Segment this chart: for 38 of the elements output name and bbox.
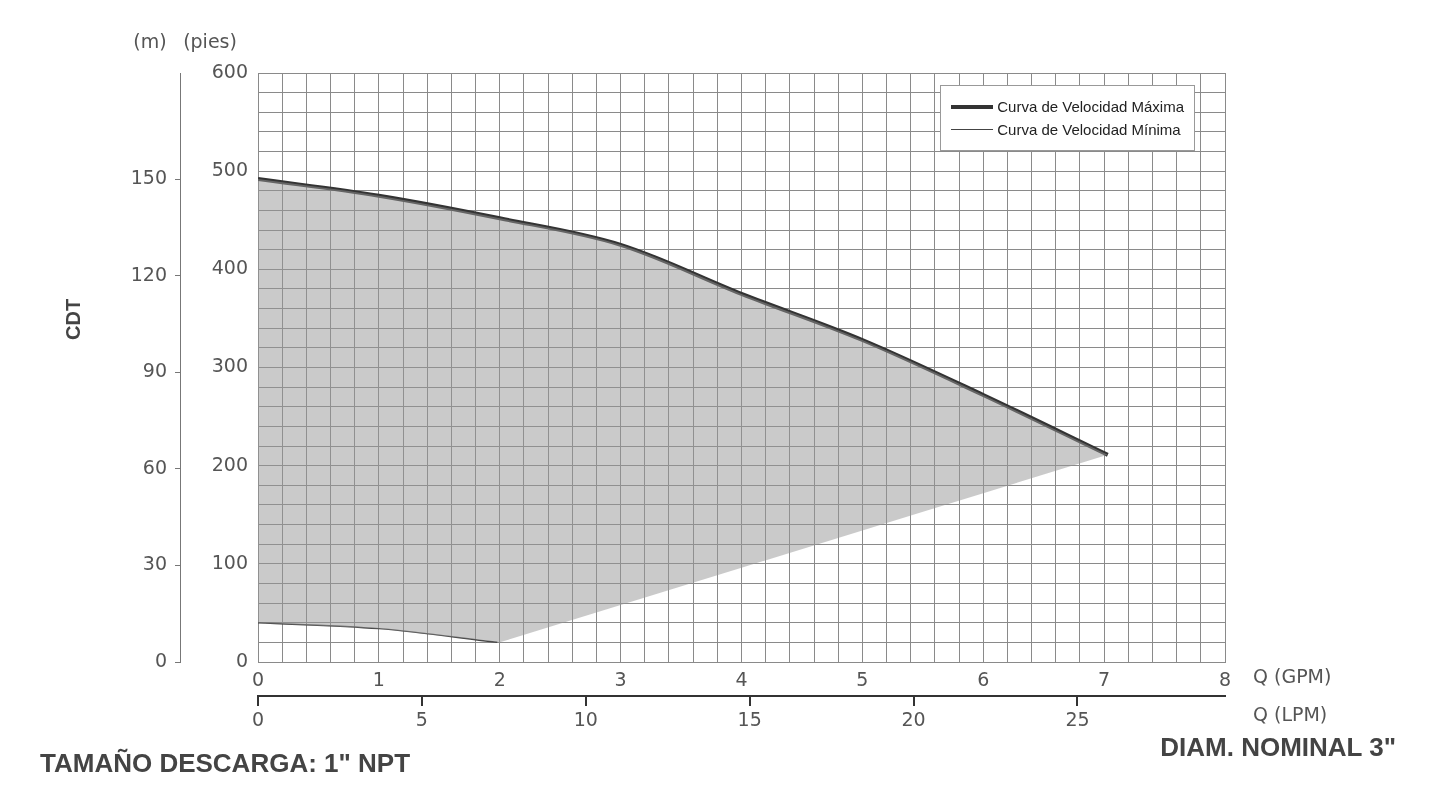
- y-tick-label: 0: [235, 648, 248, 671]
- y2-axis-title: (m): [133, 29, 167, 52]
- x-tick-label: 6: [977, 668, 990, 691]
- y2-tick-label: 30: [142, 552, 167, 575]
- legend-label: Curva de Velocidad Máxima: [997, 98, 1184, 115]
- y-tick-label: 600: [211, 59, 248, 82]
- text: DIAM. NOMINAL 3": [1160, 732, 1396, 763]
- y2-tick-label: 0: [154, 648, 167, 671]
- y2-tick-label: 150: [130, 166, 167, 189]
- legend-label: Curva de Velocidad Mínima: [997, 121, 1181, 138]
- x-tick-label: 3: [614, 668, 627, 691]
- x-tick-label: 5: [856, 668, 869, 691]
- y2-tick-label: 120: [130, 262, 167, 285]
- x-tick-label: 0: [251, 668, 265, 691]
- x2-tick-label: 15: [737, 708, 762, 731]
- x2-tick-label: 5: [415, 708, 428, 731]
- y-axis-title: (pies): [183, 29, 237, 52]
- line-series: [258, 177, 1110, 457]
- y2-tick-label: 60: [142, 455, 167, 478]
- x2-axis-title: Q (LPM): [1253, 702, 1328, 725]
- y2-tick-label: 90: [142, 359, 167, 382]
- text: CDT: [62, 298, 85, 340]
- text: TAMAÑO DESCARGA: 1" NPT: [40, 748, 411, 779]
- x2-tick-label: 10: [573, 708, 598, 731]
- y-tick-label: 400: [211, 256, 248, 279]
- x-tick-label: 2: [493, 668, 506, 691]
- x-tick-label: 7: [1098, 668, 1111, 691]
- x-tick-label: 8: [1218, 668, 1232, 691]
- x-tick-label: 1: [372, 668, 385, 691]
- y-tick-label: 500: [211, 158, 248, 181]
- x-axis-title: Q (GPM): [1253, 664, 1332, 687]
- x-tick-label: 4: [735, 668, 748, 691]
- x2-tick-label: 0: [251, 708, 265, 731]
- x2-tick-label: 25: [1065, 708, 1090, 731]
- x2-tick-label: 20: [901, 708, 926, 731]
- y-tick-label: 300: [211, 354, 248, 377]
- y-tick-label: 200: [211, 452, 248, 475]
- y-tick-label: 100: [211, 550, 248, 573]
